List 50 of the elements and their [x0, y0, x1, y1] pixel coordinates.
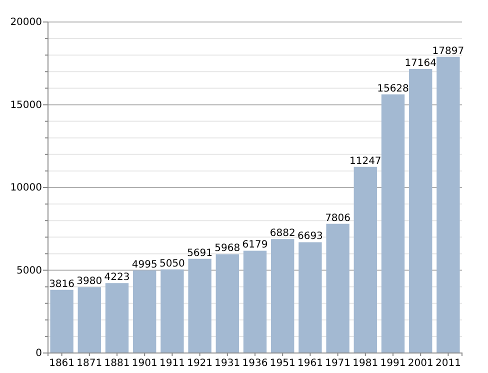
x-tick-label: 1901 — [132, 358, 158, 370]
x-tick-label: 1921 — [187, 358, 213, 370]
data-label: 4223 — [104, 272, 130, 284]
bar — [271, 239, 294, 353]
data-label: 4995 — [132, 259, 158, 270]
x-tick-label: 1931 — [214, 358, 240, 370]
x-tick-label: 1911 — [159, 358, 185, 370]
data-label: 7806 — [325, 212, 351, 224]
x-tick-label: 1871 — [76, 358, 102, 370]
y-tick-label: 5000 — [16, 265, 42, 276]
x-tick-label: 1861 — [49, 358, 75, 370]
bar — [105, 283, 129, 353]
data-label: 6693 — [297, 231, 323, 242]
y-tick-label: 20000 — [10, 17, 42, 28]
bar — [298, 242, 322, 353]
bar — [216, 254, 239, 353]
x-tick-label: 1881 — [104, 358, 130, 370]
data-label: 6179 — [242, 240, 268, 251]
x-tick-label: 1981 — [352, 358, 378, 370]
bar — [78, 287, 101, 353]
x-tick-label: 1936 — [242, 358, 268, 370]
bar — [243, 250, 267, 353]
data-label: 3816 — [49, 278, 75, 290]
data-label: 17164 — [404, 58, 437, 69]
bar — [436, 56, 460, 353]
x-tick-label: 1961 — [297, 358, 323, 370]
data-label: 5050 — [159, 258, 185, 270]
data-label: 15628 — [377, 83, 409, 94]
data-label: 3980 — [76, 276, 102, 288]
bar — [50, 290, 74, 353]
x-tick-label: 1971 — [325, 358, 351, 370]
data-label: 11247 — [349, 156, 382, 167]
x-tick-label: 1951 — [270, 358, 296, 370]
bar — [326, 224, 350, 353]
bar — [354, 166, 377, 353]
x-tick-label: 1991 — [380, 358, 406, 370]
bar — [160, 269, 184, 353]
x-tick-label: 2001 — [408, 358, 434, 370]
y-tick-label: 0 — [36, 348, 42, 360]
bar — [188, 258, 212, 353]
bar — [381, 94, 405, 353]
bar — [133, 270, 156, 353]
y-tick-label: 10000 — [10, 182, 42, 194]
x-tick-label: 2011 — [435, 358, 461, 370]
data-label: 5968 — [214, 243, 240, 254]
bar — [409, 68, 432, 353]
data-label: 17897 — [432, 46, 464, 57]
data-label: 5691 — [187, 248, 213, 259]
data-label: 6882 — [270, 228, 296, 240]
y-tick-label: 15000 — [10, 100, 42, 111]
